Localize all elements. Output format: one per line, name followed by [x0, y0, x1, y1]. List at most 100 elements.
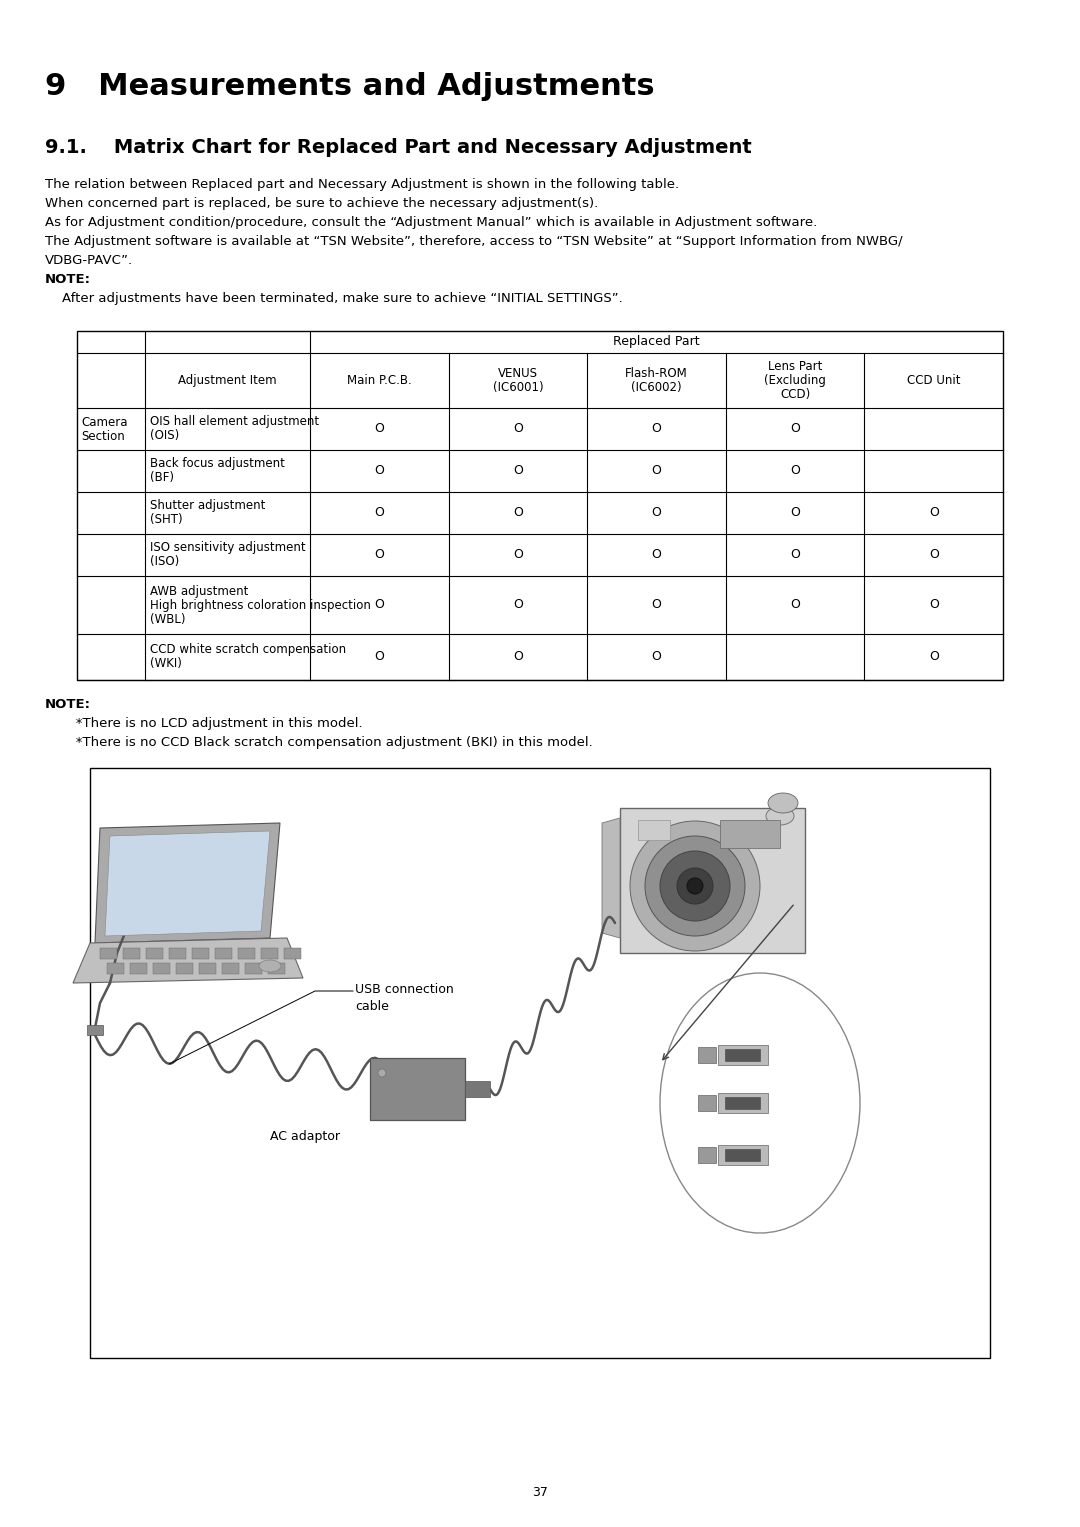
Text: NOTE:: NOTE: — [45, 698, 91, 712]
Text: (OIS): (OIS) — [150, 429, 179, 443]
Text: Shutter adjustment: Shutter adjustment — [150, 499, 266, 513]
Text: O: O — [651, 548, 661, 562]
Text: Replaced Part: Replaced Part — [613, 336, 700, 348]
Ellipse shape — [259, 960, 281, 973]
Bar — [268, 964, 285, 974]
Bar — [725, 1148, 760, 1161]
Bar — [146, 948, 163, 959]
Text: O: O — [375, 599, 384, 611]
Text: CCD): CCD) — [780, 388, 810, 402]
Text: Lens Part: Lens Part — [768, 360, 822, 373]
Text: cable: cable — [355, 1000, 389, 1012]
Bar — [725, 1049, 760, 1061]
Bar — [638, 820, 670, 840]
Text: Section: Section — [81, 429, 125, 443]
Text: 37: 37 — [532, 1486, 548, 1498]
Text: (IC6002): (IC6002) — [631, 382, 681, 394]
Text: (WKI): (WKI) — [150, 658, 181, 670]
Text: OIS hall element adjustment: OIS hall element adjustment — [150, 415, 319, 429]
Text: 9.1.    Matrix Chart for Replaced Part and Necessary Adjustment: 9.1. Matrix Chart for Replaced Part and … — [45, 137, 752, 157]
Text: VENUS: VENUS — [498, 366, 538, 380]
Bar — [284, 948, 301, 959]
Text: Adjustment Item: Adjustment Item — [178, 374, 276, 386]
Text: NOTE:: NOTE: — [45, 273, 91, 286]
Bar — [718, 1093, 768, 1113]
Text: O: O — [513, 464, 523, 478]
Bar — [123, 948, 140, 959]
Text: O: O — [791, 599, 800, 611]
Text: CCD Unit: CCD Unit — [907, 374, 960, 386]
Text: O: O — [791, 423, 800, 435]
Bar — [238, 948, 255, 959]
Text: VDBG-PAVC”.: VDBG-PAVC”. — [45, 253, 133, 267]
Text: AC adaptor: AC adaptor — [270, 1130, 340, 1144]
Bar — [130, 964, 147, 974]
Bar — [77, 331, 1003, 680]
Text: The relation between Replaced part and Necessary Adjustment is shown in the foll: The relation between Replaced part and N… — [45, 179, 679, 191]
Text: DIGITAL: DIGITAL — [740, 1032, 777, 1041]
Text: O: O — [791, 507, 800, 519]
Text: (IC6001): (IC6001) — [492, 382, 543, 394]
Bar — [90, 768, 990, 1358]
Polygon shape — [73, 938, 303, 983]
Bar — [100, 948, 117, 959]
Text: ISO sensitivity adjustment: ISO sensitivity adjustment — [150, 542, 306, 554]
Text: O: O — [791, 548, 800, 562]
Text: Camera: Camera — [81, 415, 127, 429]
Text: (WBL): (WBL) — [150, 612, 186, 626]
Ellipse shape — [630, 822, 760, 951]
Text: O: O — [513, 423, 523, 435]
Text: As for Adjustment condition/procedure, consult the “Adjustment Manual” which is : As for Adjustment condition/procedure, c… — [45, 215, 818, 229]
Text: Main P.C.B.: Main P.C.B. — [347, 374, 411, 386]
Bar — [698, 1095, 716, 1112]
Text: O: O — [651, 599, 661, 611]
Bar — [245, 964, 262, 974]
Text: O: O — [513, 548, 523, 562]
Text: O: O — [791, 464, 800, 478]
Text: O: O — [929, 548, 939, 562]
Ellipse shape — [687, 878, 703, 893]
Text: O: O — [513, 507, 523, 519]
Text: High brightness coloration inspection: High brightness coloration inspection — [150, 599, 370, 611]
Text: *There is no CCD Black scratch compensation adjustment (BKI) in this model.: *There is no CCD Black scratch compensat… — [63, 736, 593, 750]
Bar — [199, 964, 216, 974]
Bar — [87, 1025, 103, 1035]
Text: O: O — [929, 599, 939, 611]
Text: *There is no LCD adjustment in this model.: *There is no LCD adjustment in this mode… — [63, 718, 363, 730]
Text: Back focus adjustment: Back focus adjustment — [150, 458, 285, 470]
Bar — [192, 948, 210, 959]
Bar — [720, 820, 780, 847]
Text: O: O — [651, 651, 661, 664]
Text: 9   Measurements and Adjustments: 9 Measurements and Adjustments — [45, 72, 654, 101]
Polygon shape — [105, 831, 270, 936]
Text: O: O — [375, 507, 384, 519]
Bar — [370, 1058, 465, 1119]
Text: After adjustments have been terminated, make sure to achieve “INITIAL SETTINGS”.: After adjustments have been terminated, … — [45, 292, 623, 305]
Text: Flash-ROM: Flash-ROM — [625, 366, 688, 380]
Bar — [261, 948, 278, 959]
Text: O: O — [929, 651, 939, 664]
Bar — [620, 808, 805, 953]
Text: DC IN: DC IN — [740, 1133, 766, 1142]
Text: O: O — [375, 548, 384, 562]
Text: (ISO): (ISO) — [150, 556, 179, 568]
Ellipse shape — [768, 793, 798, 812]
Ellipse shape — [660, 973, 860, 1232]
Bar — [222, 964, 239, 974]
Text: O: O — [651, 464, 661, 478]
Bar — [718, 1145, 768, 1165]
Ellipse shape — [645, 835, 745, 936]
Text: O: O — [513, 651, 523, 664]
Text: (BF): (BF) — [150, 472, 174, 484]
Bar — [153, 964, 170, 974]
Bar — [698, 1048, 716, 1063]
Text: When concerned part is replaced, be sure to achieve the necessary adjustment(s).: When concerned part is replaced, be sure… — [45, 197, 598, 211]
Bar — [176, 964, 193, 974]
Bar — [215, 948, 232, 959]
Bar — [465, 1081, 490, 1096]
Bar — [107, 964, 124, 974]
Bar — [725, 1096, 760, 1109]
Bar — [698, 1147, 716, 1164]
Text: O: O — [375, 423, 384, 435]
Text: (Excluding: (Excluding — [765, 374, 826, 386]
